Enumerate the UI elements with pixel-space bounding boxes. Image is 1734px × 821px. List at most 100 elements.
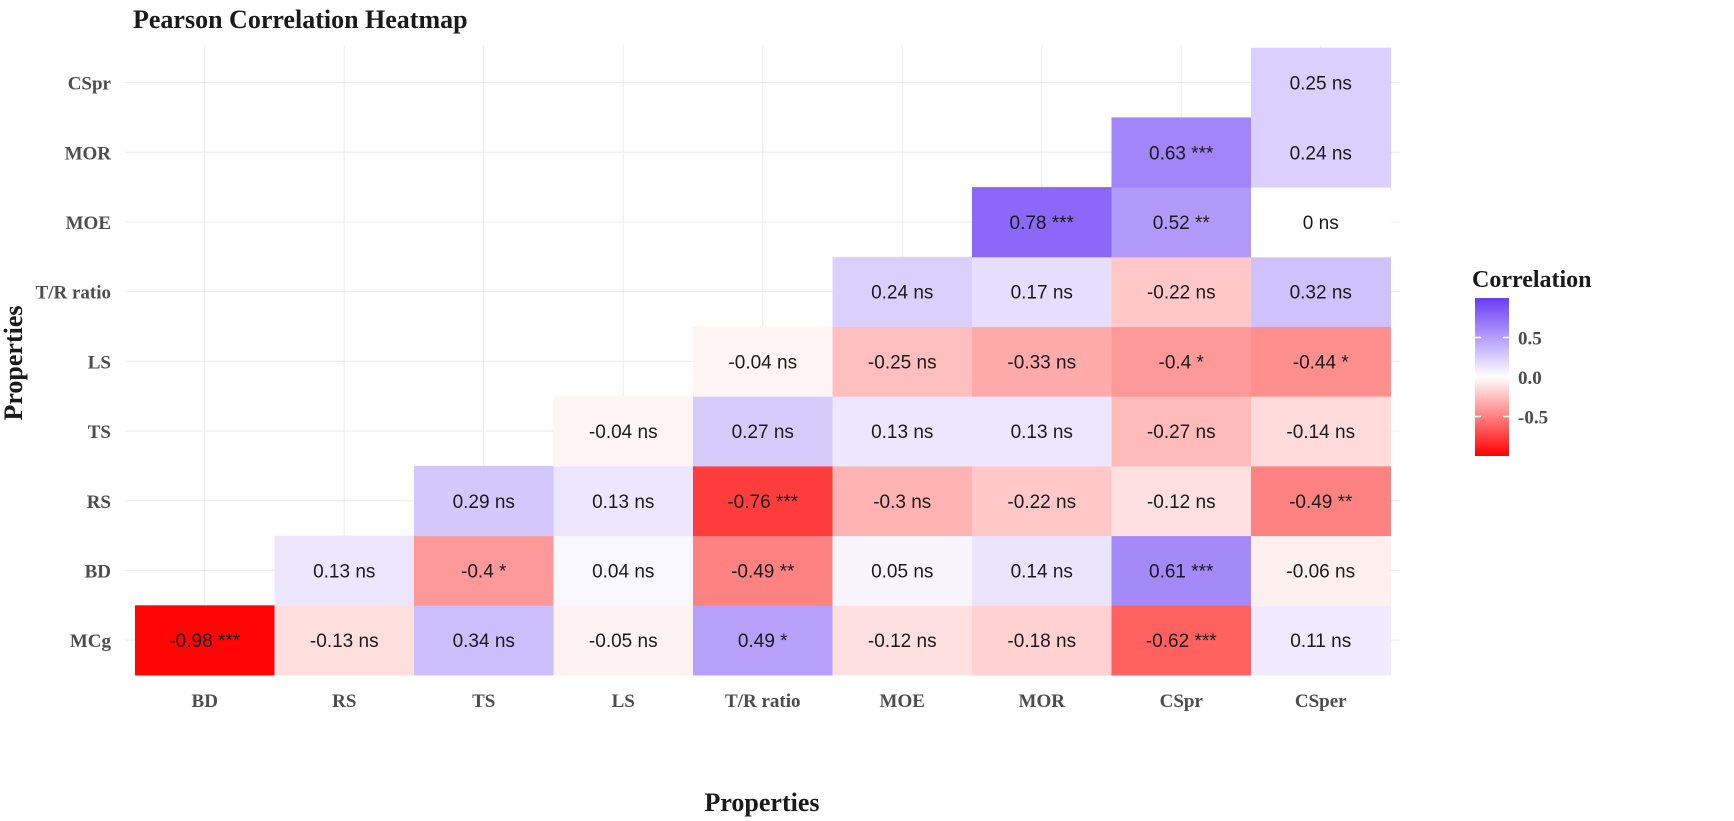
y-tick-label: MOE — [66, 213, 111, 234]
heatmap-cell — [972, 256, 1112, 327]
cell-value-label: -0.04 ns — [728, 352, 797, 373]
y-tick-label: MOR — [65, 143, 112, 164]
cell-value-label: 0.04 ns — [592, 561, 654, 582]
cell-value-label: 0.13 ns — [313, 561, 375, 582]
x-tick-label: MOR — [1019, 691, 1066, 712]
heatmap-cell — [832, 396, 973, 467]
cell-value-label: -0.06 ns — [1286, 561, 1355, 582]
cell-value-label: -0.62 *** — [1146, 631, 1217, 652]
cell-value-label: -0.49 ** — [731, 561, 795, 582]
heatmap-cell — [553, 465, 694, 537]
cell-value-label: 0.52 ** — [1153, 213, 1211, 234]
cell-value-label: 0.17 ns — [1011, 283, 1073, 304]
heatmap-cell — [274, 535, 415, 606]
heatmap-cell — [553, 535, 694, 606]
x-tick-label: LS — [612, 691, 635, 712]
cell-value-label: 0.13 ns — [592, 492, 654, 513]
heatmap-cell — [972, 396, 1112, 467]
legend-tick-label: -0.5 — [1518, 408, 1548, 429]
x-axis-label: Properties — [704, 788, 819, 817]
heatmap-cell — [553, 605, 694, 676]
heatmap-cell — [1251, 535, 1391, 606]
heatmap-cell — [1251, 396, 1391, 467]
heatmap-cell — [1111, 117, 1252, 188]
y-tick-label: T/R ratio — [36, 283, 111, 304]
heatmap-cell — [1251, 465, 1391, 537]
heatmap-cell — [1251, 605, 1391, 676]
legend-ticks: 0.5 0.0 -0.5 — [1475, 329, 1548, 429]
cell-value-label: 0.29 ns — [453, 492, 515, 513]
cell-value-label: -0.12 ns — [1147, 492, 1216, 513]
cell-value-label: -0.13 ns — [310, 631, 379, 652]
cell-value-label: 0.27 ns — [732, 422, 794, 443]
heatmap-cell — [553, 396, 694, 467]
color-legend: Correlation 0.5 0.0 -0.5 — [1472, 267, 1592, 456]
y-tick-label: TS — [88, 422, 111, 443]
cell-value-label: -0.18 ns — [1007, 631, 1076, 652]
heatmap-cell — [414, 465, 554, 537]
heatmap-cell — [1111, 256, 1252, 327]
y-tick-label: RS — [87, 492, 111, 513]
heatmap-cell — [972, 535, 1112, 606]
chart-title: Pearson Correlation Heatmap — [133, 5, 468, 34]
cell-value-label: -0.25 ns — [868, 352, 937, 373]
heatmap-cell — [1251, 187, 1391, 258]
cell-value-label: 0.13 ns — [1011, 422, 1073, 443]
cell-value-label: -0.33 ns — [1007, 352, 1076, 373]
heatmap-cell — [414, 605, 554, 676]
y-axis-label: Properties — [0, 305, 28, 420]
legend-title: Correlation — [1472, 267, 1592, 293]
cell-value-label: -0.14 ns — [1286, 422, 1355, 443]
heatmap-cell — [693, 326, 833, 397]
cell-labels: -0.98 *** -0.13 ns 0.34 ns -0.05 ns 0.49 * -0… — [169, 74, 1355, 653]
heatmap-cell — [972, 187, 1112, 258]
cell-value-label: -0.4 * — [461, 561, 507, 582]
cell-value-label: 0.61 *** — [1149, 561, 1214, 582]
cell-value-label: 0.34 ns — [453, 631, 515, 652]
heatmap-cell — [832, 465, 973, 537]
cell-value-label: -0.27 ns — [1147, 422, 1216, 443]
y-tick-label: BD — [85, 561, 111, 582]
heatmap-cell — [832, 256, 973, 327]
heatmap-cell — [972, 465, 1112, 537]
heatmap-cell — [274, 605, 415, 676]
cell-value-label: -0.12 ns — [868, 631, 937, 652]
y-axis-tick-labels: MCg BD RS TS LS T/R ratio MOE MOR CSpr — [36, 74, 112, 653]
cell-value-label: 0.24 ns — [871, 283, 933, 304]
x-tick-label: T/R ratio — [725, 691, 800, 712]
cell-value-label: 0.32 ns — [1290, 283, 1352, 304]
heatmap-cell — [972, 326, 1112, 397]
heatmap-cell — [1251, 47, 1391, 118]
cell-value-label: 0.78 *** — [1010, 213, 1075, 234]
cell-value-label: 0.14 ns — [1011, 561, 1073, 582]
heatmap-cell — [1251, 326, 1391, 397]
heatmap-cell — [832, 326, 973, 397]
x-axis-tick-labels: BD RS TS LS T/R ratio MOE MOR CSpr CSper — [192, 691, 1348, 712]
heatmap-cell — [693, 396, 833, 467]
cell-value-label: -0.05 ns — [589, 631, 658, 652]
heatmap-cell — [693, 465, 833, 537]
cell-value-label: -0.76 *** — [727, 492, 798, 513]
y-tick-label: MCg — [70, 631, 112, 652]
heatmap-cell — [1251, 256, 1391, 327]
heatmap-cell — [1251, 117, 1391, 188]
y-tick-label: LS — [88, 352, 111, 373]
heatmap-cell — [1111, 326, 1252, 397]
heatmap-cell — [832, 605, 973, 676]
cell-value-label: 0 ns — [1303, 213, 1339, 234]
cell-value-label: 0.63 *** — [1149, 143, 1214, 164]
heatmap-cell — [1111, 535, 1252, 606]
cell-value-label: 0.49 * — [738, 631, 788, 652]
heatmap-cell — [1111, 465, 1252, 537]
x-tick-label: RS — [332, 691, 356, 712]
legend-tick-label: 0.5 — [1518, 329, 1542, 350]
heatmap-cell — [135, 605, 275, 676]
cell-value-label: 0.25 ns — [1290, 74, 1352, 95]
heatmap-cell — [972, 605, 1112, 676]
heatmap-cell — [1111, 396, 1252, 467]
cell-value-label: -0.3 ns — [873, 492, 931, 513]
heatmap-cells — [135, 47, 1391, 676]
cell-value-label: -0.98 *** — [169, 631, 240, 652]
cell-value-label: 0.05 ns — [871, 561, 933, 582]
